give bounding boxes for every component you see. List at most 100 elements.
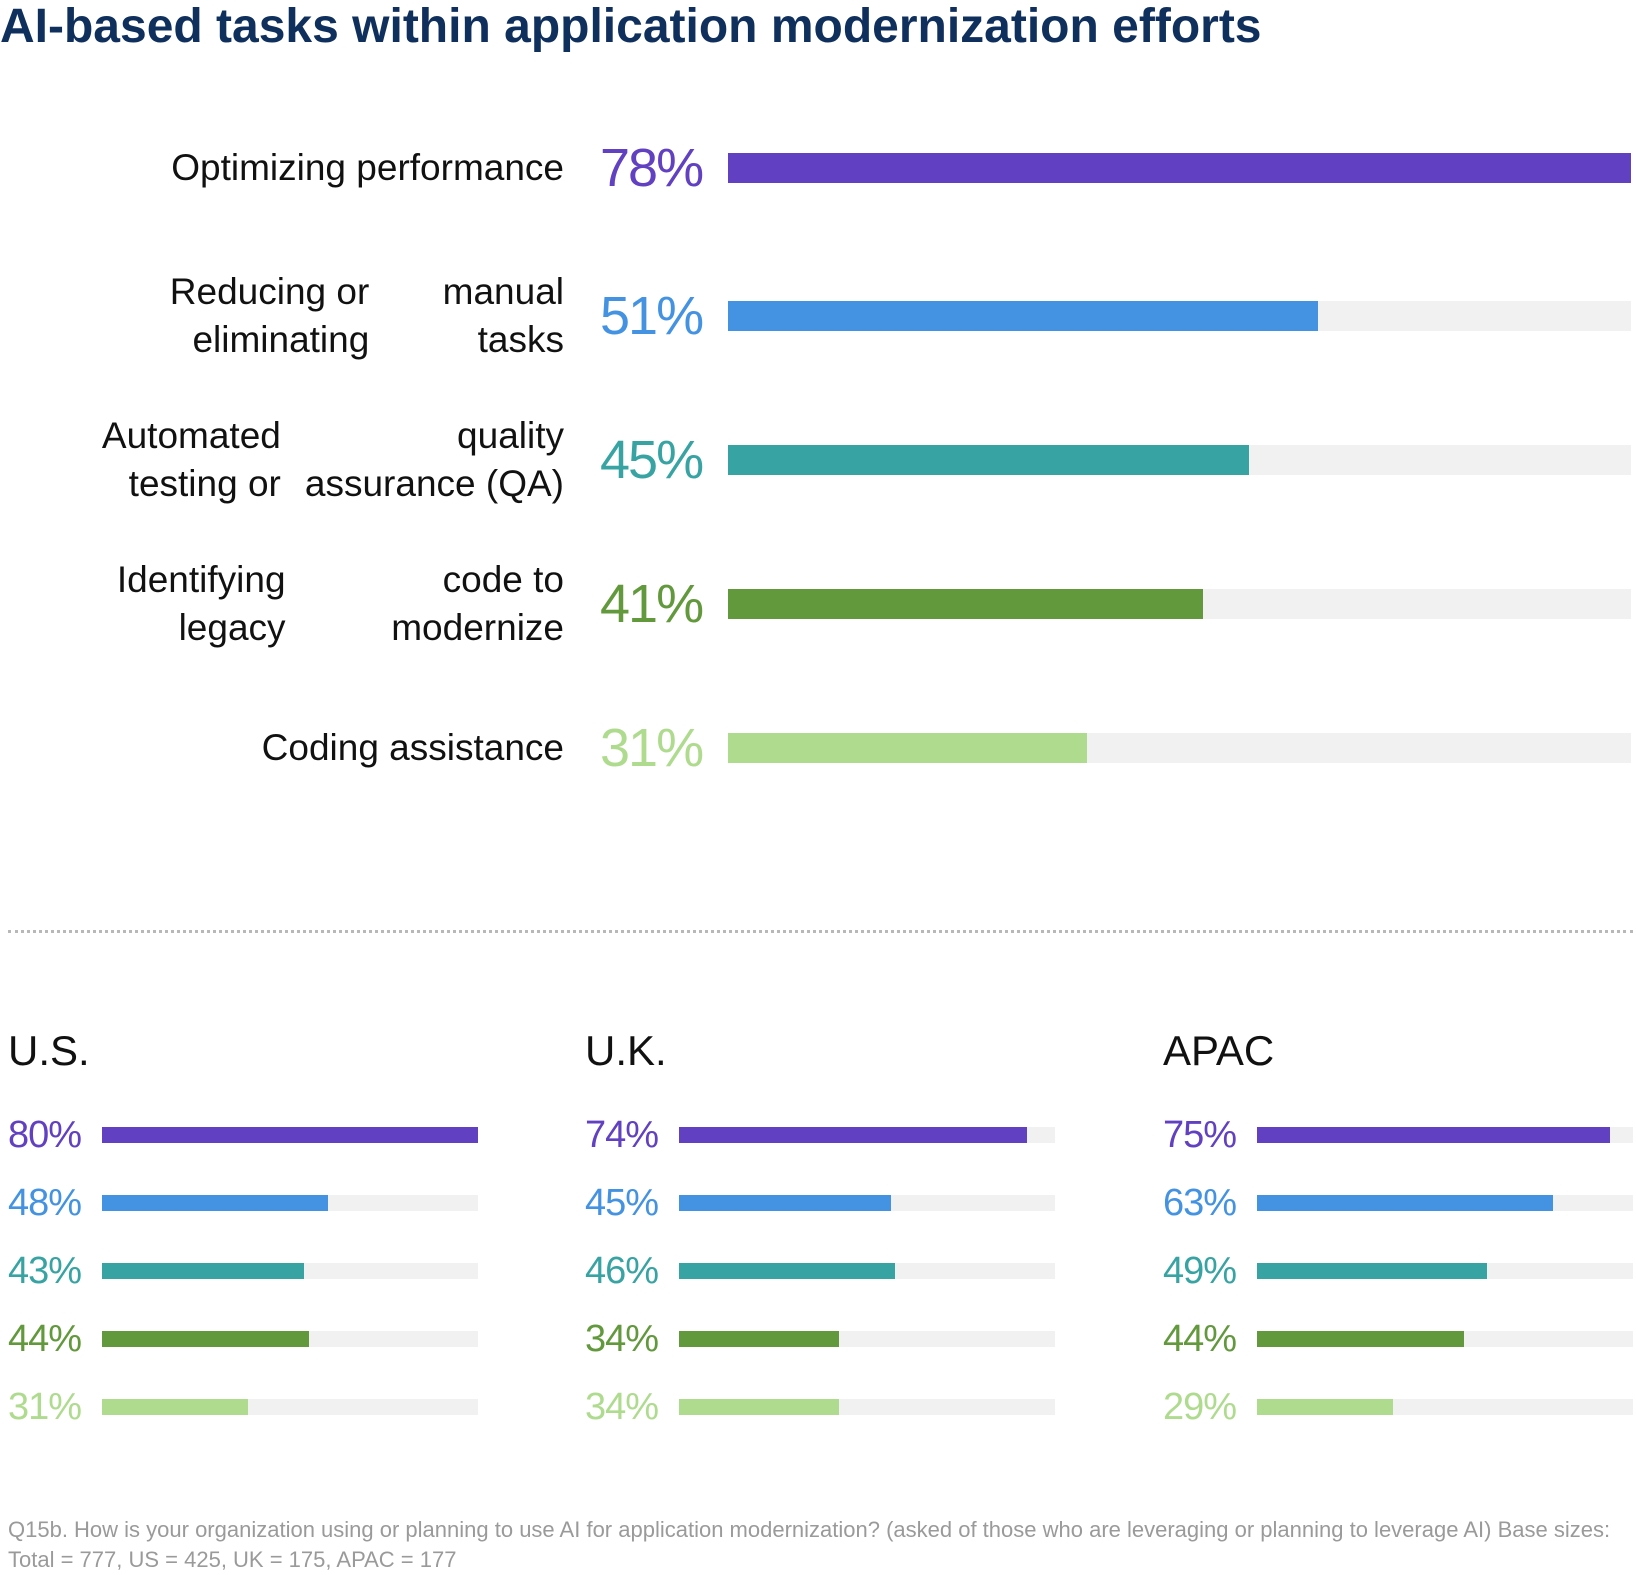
category-label: Optimizing performance <box>24 118 564 218</box>
bar-track <box>728 733 1631 763</box>
region-title: APAC <box>1163 1027 1275 1074</box>
bar <box>1257 1399 1394 1415</box>
bar <box>679 1195 891 1211</box>
bar-track <box>1257 1263 1633 1279</box>
bar-track <box>728 153 1631 183</box>
region-chart: U.K. 74% 45% 46% 34% 34% <box>585 1020 1055 1430</box>
region-bar-row: 45% <box>585 1178 1055 1228</box>
value-label: 34% <box>585 1385 659 1428</box>
bar <box>102 1195 328 1211</box>
bar-track <box>102 1263 478 1279</box>
bar <box>102 1399 248 1415</box>
region-bar-row: 34% <box>585 1314 1055 1364</box>
region-chart: APAC 75% 63% 49% 44% 29% <box>1163 1020 1633 1430</box>
region-bar-row: 44% <box>1163 1314 1633 1364</box>
main-bar-row: Identifying legacy code to modernize 41% <box>0 554 1636 654</box>
value-label: 78% <box>600 138 704 198</box>
region-title: U.S. <box>8 1027 90 1074</box>
region-chart: U.S. 80% 48% 43% 44% 31% <box>8 1020 478 1430</box>
category-label-line: Optimizing performance <box>171 147 564 188</box>
bar-track <box>1257 1195 1633 1211</box>
bar <box>1257 1195 1554 1211</box>
category-label-line: quality assurance (QA) <box>304 415 564 504</box>
value-label: 74% <box>585 1113 659 1156</box>
region-bar-row: 63% <box>1163 1178 1633 1228</box>
value-label: 75% <box>1163 1113 1237 1156</box>
region-bar-row: 49% <box>1163 1246 1633 1296</box>
main-bar-row: Coding assistance 31% <box>0 698 1636 798</box>
bar <box>679 1127 1027 1143</box>
bar <box>728 589 1203 619</box>
region-title: U.K. <box>585 1027 667 1074</box>
region-bar-row: 31% <box>8 1382 478 1432</box>
bar <box>679 1331 839 1347</box>
bar-track <box>1257 1127 1633 1143</box>
bar <box>679 1399 839 1415</box>
bar-track <box>102 1399 478 1415</box>
bar-track <box>1257 1331 1633 1347</box>
region-bar-row: 48% <box>8 1178 478 1228</box>
category-label-line: Automated testing or <box>101 415 281 504</box>
bar-track <box>679 1399 1055 1415</box>
value-label: 46% <box>585 1249 659 1292</box>
region-bar-row: 80% <box>8 1110 478 1160</box>
bar-track <box>102 1127 478 1143</box>
main-bar-row: Automated testing or quality assurance (Q… <box>0 410 1636 510</box>
region-bar-row: 29% <box>1163 1382 1633 1432</box>
bar-track <box>728 301 1631 331</box>
bar-track <box>679 1195 1055 1211</box>
footnote: Q15b. How is your organization using or … <box>8 1517 1611 1572</box>
bar <box>1257 1331 1464 1347</box>
bar <box>728 301 1319 331</box>
section-divider <box>8 930 1633 933</box>
category-label-line: Reducing or eliminating <box>169 271 370 360</box>
value-label: 51% <box>600 286 704 346</box>
bar-track <box>102 1331 478 1347</box>
main-bar-row: Optimizing performance 78% <box>0 118 1636 218</box>
category-label-line: manual tasks <box>442 271 564 360</box>
bar-track <box>679 1331 1055 1347</box>
region-bar-row: 74% <box>585 1110 1055 1160</box>
bar <box>728 733 1087 763</box>
value-label: 31% <box>8 1385 82 1428</box>
value-label: 44% <box>1163 1317 1237 1360</box>
value-label: 31% <box>600 718 704 778</box>
value-label: 41% <box>600 574 704 634</box>
value-label: 45% <box>585 1181 659 1224</box>
chart-title: AI-based tasks within application modern… <box>0 0 1262 53</box>
value-label: 80% <box>8 1113 82 1156</box>
region-bar-row: 43% <box>8 1246 478 1296</box>
category-label-line: code to modernize <box>391 559 564 648</box>
bar <box>679 1263 896 1279</box>
bar <box>102 1127 478 1143</box>
value-label: 48% <box>8 1181 82 1224</box>
value-label: 63% <box>1163 1181 1237 1224</box>
region-bar-row: 34% <box>585 1382 1055 1432</box>
category-label: Coding assistance <box>24 698 564 798</box>
value-label: 29% <box>1163 1385 1237 1428</box>
value-label: 49% <box>1163 1249 1237 1292</box>
value-label: 45% <box>600 430 704 490</box>
category-label-line: Identifying legacy <box>116 559 286 648</box>
bar-track <box>728 589 1631 619</box>
bar-track <box>679 1263 1055 1279</box>
value-label: 44% <box>8 1317 82 1360</box>
bar <box>728 153 1631 183</box>
main-bar-row: Reducing or eliminating manual tasks 51% <box>0 266 1636 366</box>
bar-track <box>728 445 1631 475</box>
category-label: Identifying legacy code to modernize <box>24 554 564 654</box>
bar <box>1257 1127 1610 1143</box>
bar-track <box>679 1127 1055 1143</box>
bar <box>1257 1263 1488 1279</box>
value-label: 43% <box>8 1249 82 1292</box>
bar <box>102 1263 305 1279</box>
region-bar-row: 75% <box>1163 1110 1633 1160</box>
bar <box>102 1331 309 1347</box>
region-bar-row: 44% <box>8 1314 478 1364</box>
bar-track <box>1257 1399 1633 1415</box>
value-label: 34% <box>585 1317 659 1360</box>
bar <box>728 445 1249 475</box>
region-bar-row: 46% <box>585 1246 1055 1296</box>
category-label: Reducing or eliminating manual tasks <box>24 266 564 366</box>
category-label-line: Coding assistance <box>261 727 564 768</box>
